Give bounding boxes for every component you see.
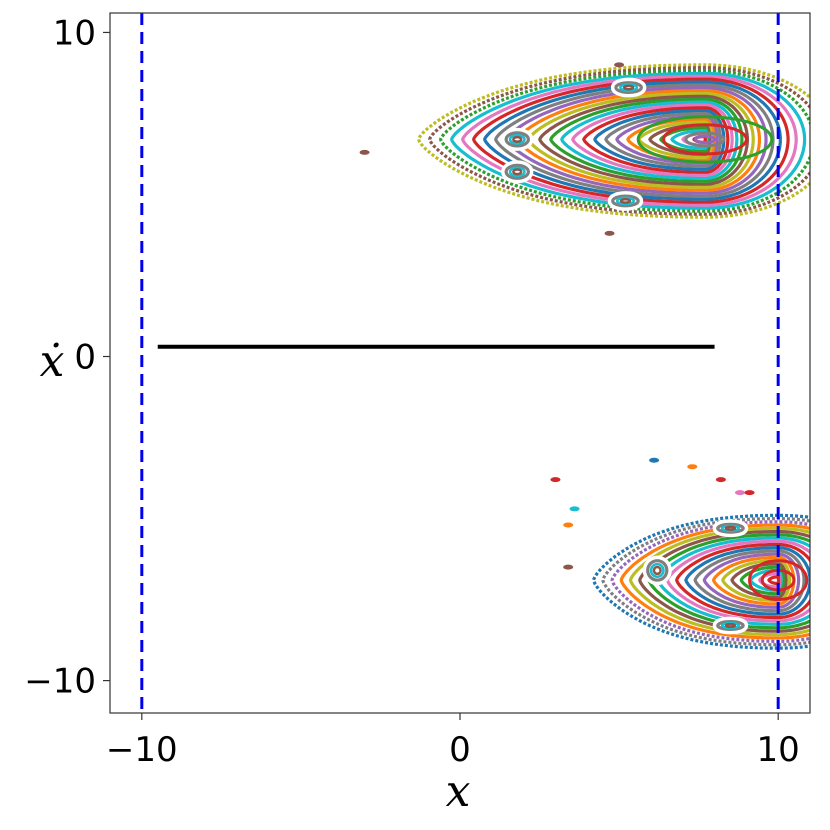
upper-island-orbit (593, 109, 726, 171)
upper-island-orbit (472, 77, 790, 204)
lower-island-orbit (767, 575, 781, 586)
x-tick-label: 0 (449, 730, 471, 770)
ticks: −10 0 10 10 0 −10 (24, 13, 800, 770)
x-axis-label: x (446, 766, 471, 817)
secondary-island-ring (716, 522, 745, 534)
core-orbit (636, 115, 774, 164)
lower-island-orbit (702, 552, 801, 610)
lower-island-orbit (730, 562, 788, 599)
upper-island-orbit (549, 97, 744, 183)
lower-island-orbit (610, 520, 810, 644)
y-tick-label: 0 (74, 338, 96, 378)
secondary-island-ring (646, 559, 669, 582)
secondary-island-ring (652, 565, 662, 576)
upper-island-orbit (494, 83, 775, 198)
secondary-island-ring (611, 194, 640, 208)
secondary-island-ring (508, 133, 526, 145)
secondary-island-ring (614, 81, 643, 94)
upper-island-orbit (648, 123, 712, 156)
satellite-point (359, 149, 370, 155)
lower-island-orbit (684, 546, 810, 616)
x-tick-label: −10 (106, 730, 178, 770)
lower-island-orbit (675, 542, 810, 620)
lower-island-orbit (693, 549, 806, 613)
upper-island-orbit (416, 63, 810, 219)
upper-island-orbit (582, 106, 730, 174)
secondary-island (642, 555, 672, 586)
lower-island-orbits (591, 513, 810, 650)
upper-island-orbit (483, 80, 782, 201)
satellite-point (563, 522, 574, 528)
secondary-island (607, 191, 644, 211)
upper-island-orbit (439, 69, 810, 213)
satellite-point (687, 464, 698, 470)
y-axis-label: ẋ (40, 336, 65, 387)
core-orbit (662, 123, 748, 156)
secondary-island-ring (615, 196, 635, 206)
secondary-island-ring (622, 84, 635, 91)
secondary-island-ring (504, 131, 531, 148)
secondary-island-ring (504, 163, 531, 180)
satellite-point (550, 477, 561, 483)
lower-island-orbit (628, 526, 810, 637)
upper-island-core (636, 115, 774, 164)
satellite-point (614, 62, 625, 68)
core-orbit (684, 131, 726, 148)
plot-overlay (140, 13, 780, 713)
secondary-island-ring (724, 525, 737, 531)
lower-island-orbit (619, 523, 810, 640)
upper-island-orbit (428, 66, 810, 216)
x-tick-label: 10 (757, 730, 800, 770)
lower-island-orbit (638, 529, 810, 633)
y-tick-label: −10 (24, 662, 96, 702)
secondary-island (712, 616, 749, 635)
secondary-island-ring (512, 168, 523, 176)
secondary-island (501, 127, 534, 151)
satellite-point (563, 564, 574, 570)
lower-island-orbit (739, 565, 785, 596)
secondary-island-ring (724, 622, 737, 629)
upper-island-orbit (461, 74, 798, 207)
satellite-point (649, 457, 660, 463)
satellite-point (715, 477, 726, 483)
upper-island-orbit (626, 117, 716, 162)
satellite-point (604, 230, 615, 236)
plot-area (359, 62, 810, 650)
upper-island-orbit (615, 114, 719, 165)
secondary-island-ring (649, 562, 665, 578)
core-orbit (748, 559, 809, 602)
core-orbit (693, 134, 717, 145)
secondary-island-ring (619, 83, 639, 92)
y-tick-label: 10 (53, 13, 96, 53)
upper-island-orbit (450, 71, 807, 210)
secondary-island-ring (508, 166, 526, 178)
secondary-island (712, 519, 749, 538)
upper-island-orbit (560, 100, 739, 180)
upper-island-orbit (538, 94, 749, 186)
secondary-island (501, 160, 534, 184)
secondary-island (610, 77, 647, 98)
secondary-island-ring (716, 620, 745, 631)
secondary-island-ring (619, 198, 632, 204)
satellite-point (735, 490, 745, 496)
upper-island-orbit (571, 103, 734, 177)
secondary-island-ring (512, 135, 523, 143)
satellite-point (744, 490, 755, 496)
satellite-point (569, 506, 580, 512)
